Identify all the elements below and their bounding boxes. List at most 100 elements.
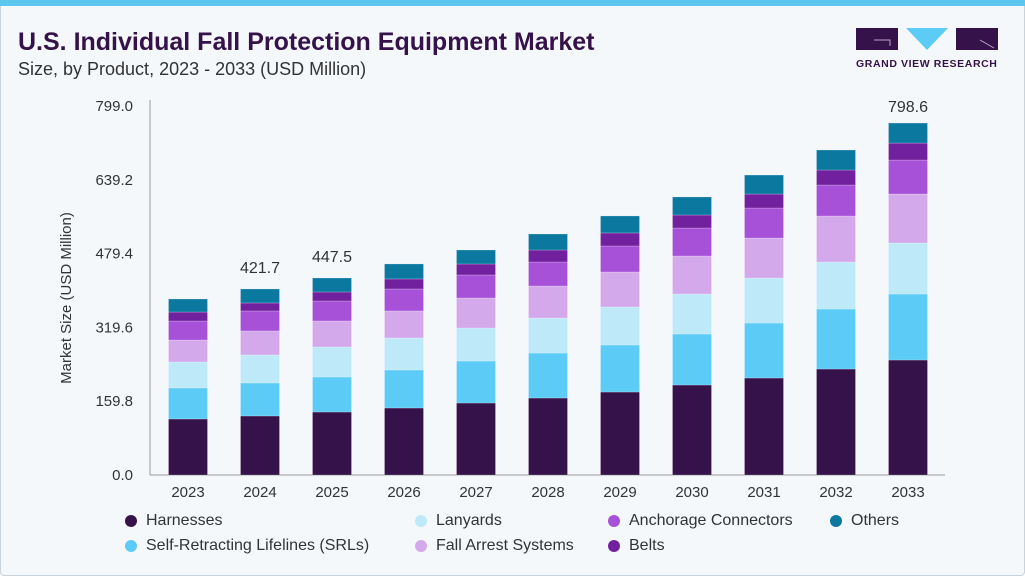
bar-segment-belts-2032 (816, 169, 856, 186)
brand-name: GRAND VIEW RESEARCH (856, 58, 998, 70)
bar-segment-belts-2025 (312, 291, 352, 302)
legend-item: Harnesses (125, 512, 222, 530)
bar-segment-harnesses-2031 (744, 377, 784, 476)
bar-segment-others-2032 (816, 149, 856, 171)
bar-segment-others-2031 (744, 174, 784, 195)
bar-segment-belts-2023 (168, 311, 208, 322)
bar-segment-belts-2026 (384, 278, 424, 290)
bar-segment-anchorage-connectors-2029 (600, 245, 640, 273)
bar-segment-others-2033 (888, 122, 928, 144)
bar-segment-self-retracting-lifelines-srls--2023 (168, 387, 208, 420)
bar-segment-harnesses-2033 (888, 359, 928, 476)
bar-segment-self-retracting-lifelines-srls--2027 (456, 360, 496, 404)
bar-segment-anchorage-connectors-2026 (384, 288, 424, 312)
bar-segment-fall-arrest-systems-2023 (168, 339, 208, 363)
y-tick-label: 799.0 (95, 98, 133, 115)
bar-segment-harnesses-2029 (600, 391, 640, 476)
bar-segment-lanyards-2025 (312, 346, 352, 378)
legend-marker-icon (608, 540, 620, 552)
x-tick-label: 2027 (459, 484, 492, 501)
legend-label: Self-Retracting Lifelines (SRLs) (146, 537, 370, 554)
y-axis-title: Market Size (USD Million) (58, 212, 75, 384)
legend-label: Belts (629, 537, 665, 554)
bar-segment-belts-2027 (456, 263, 496, 276)
total-label: 798.6 (888, 99, 928, 116)
x-tick-label: 2028 (531, 484, 564, 501)
bar-segment-belts-2029 (600, 232, 640, 247)
legend-label: Harnesses (146, 512, 223, 529)
bar-segment-anchorage-connectors-2030 (672, 227, 712, 257)
legend-label: Fall Arrest Systems (436, 537, 574, 554)
bar-segment-fall-arrest-systems-2024 (240, 330, 280, 356)
bar-segment-harnesses-2023 (168, 418, 208, 476)
y-tick-label: 319.6 (95, 319, 133, 336)
bar-segment-self-retracting-lifelines-srls--2031 (744, 322, 784, 379)
bar-segment-others-2026 (384, 263, 424, 280)
bar-segment-anchorage-connectors-2025 (312, 300, 352, 322)
legend-marker-icon (608, 515, 620, 527)
legend-label: Others (851, 512, 900, 529)
legend-label: Lanyards (436, 512, 502, 529)
accent-bar (0, 0, 1025, 6)
bar-segment-others-2028 (528, 233, 568, 251)
bar-segment-fall-arrest-systems-2026 (384, 310, 424, 339)
bar-segment-anchorage-connectors-2032 (816, 184, 856, 217)
legend-item: Others (830, 512, 899, 530)
bar-segment-lanyards-2027 (456, 327, 496, 362)
bar-segment-fall-arrest-systems-2033 (888, 193, 928, 244)
y-tick-label: 0.0 (112, 467, 133, 484)
legend-item: Fall Arrest Systems (415, 537, 574, 555)
bar-segment-self-retracting-lifelines-srls--2030 (672, 333, 712, 386)
bar-segment-lanyards-2028 (528, 317, 568, 354)
bar-segment-lanyards-2030 (672, 293, 712, 335)
legend-marker-icon (125, 515, 137, 527)
bar-segment-others-2024 (240, 288, 280, 304)
bar-segment-others-2030 (672, 196, 712, 216)
bar-segment-lanyards-2029 (600, 306, 640, 346)
bar-segment-anchorage-connectors-2028 (528, 261, 568, 287)
bar-segment-self-retracting-lifelines-srls--2028 (528, 352, 568, 399)
bar-segment-lanyards-2032 (816, 261, 856, 310)
bar-segment-lanyards-2033 (888, 242, 928, 295)
y-tick-label: 639.2 (95, 172, 133, 189)
bar-segment-anchorage-connectors-2031 (744, 207, 784, 239)
bar-segment-anchorage-connectors-2033 (888, 159, 928, 195)
bar-segment-anchorage-connectors-2024 (240, 310, 280, 332)
bar-segment-fall-arrest-systems-2027 (456, 297, 496, 329)
bar-segment-self-retracting-lifelines-srls--2024 (240, 382, 280, 417)
x-tick-label: 2031 (747, 484, 780, 501)
legend-marker-icon (415, 515, 427, 527)
legend-item: Lanyards (415, 512, 502, 530)
legend-item: Anchorage Connectors (608, 512, 793, 530)
bar-segment-belts-2033 (888, 142, 928, 161)
bar-segment-self-retracting-lifelines-srls--2029 (600, 344, 640, 393)
bar-segment-lanyards-2024 (240, 354, 280, 384)
y-tick-label: 159.8 (95, 393, 133, 410)
legend-marker-icon (125, 540, 137, 552)
bar-segment-fall-arrest-systems-2031 (744, 237, 784, 279)
bar-segment-harnesses-2027 (456, 402, 496, 476)
bar-segment-fall-arrest-systems-2032 (816, 215, 856, 263)
legend-item: Belts (608, 537, 665, 555)
legend-marker-icon (830, 515, 842, 527)
bar-segment-harnesses-2025 (312, 411, 352, 476)
x-tick-label: 2032 (819, 484, 852, 501)
bar-segment-self-retracting-lifelines-srls--2033 (888, 293, 928, 361)
bar-segment-harnesses-2028 (528, 397, 568, 476)
legend-marker-icon (415, 540, 427, 552)
chart-title: U.S. Individual Fall Protection Equipmen… (18, 28, 595, 56)
bar-segment-anchorage-connectors-2027 (456, 274, 496, 299)
bar-segment-belts-2028 (528, 249, 568, 263)
bar-segment-belts-2024 (240, 302, 280, 312)
bar-segment-others-2029 (600, 215, 640, 234)
bar-segment-lanyards-2023 (168, 361, 208, 389)
x-tick-label: 2024 (243, 484, 276, 501)
chart-subtitle: Size, by Product, 2023 - 2033 (USD Milli… (18, 59, 367, 79)
legend-label: Anchorage Connectors (629, 512, 793, 529)
bar-segment-self-retracting-lifelines-srls--2032 (816, 308, 856, 370)
y-tick-label: 479.4 (95, 246, 133, 263)
bar-segment-fall-arrest-systems-2025 (312, 320, 352, 348)
bar-segment-belts-2030 (672, 214, 712, 229)
total-label: 447.5 (312, 249, 352, 266)
